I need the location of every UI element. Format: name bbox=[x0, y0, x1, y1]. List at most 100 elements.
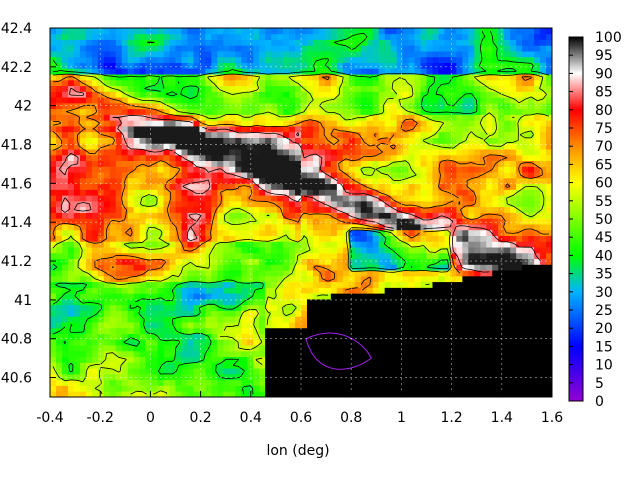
heatmap-cell bbox=[97, 108, 105, 115]
heatmap-cell bbox=[139, 160, 147, 167]
heatmap-cell bbox=[109, 172, 117, 179]
heatmap-cell bbox=[438, 247, 445, 254]
heatmap-cell bbox=[259, 322, 266, 329]
heatmap-cell bbox=[109, 183, 117, 190]
heatmap-cell bbox=[139, 368, 147, 375]
heatmap-cell bbox=[450, 224, 457, 231]
heatmap-cell bbox=[181, 108, 188, 115]
heatmap-cell bbox=[175, 356, 182, 363]
heatmap-cell bbox=[271, 224, 278, 231]
heatmap-cell bbox=[151, 258, 158, 265]
heatmap-cell bbox=[121, 131, 129, 138]
heatmap-cell bbox=[295, 166, 302, 173]
heatmap-cell bbox=[259, 281, 266, 288]
heatmap-cell bbox=[133, 218, 141, 225]
heatmap-cell bbox=[247, 322, 254, 329]
heatmap-cell bbox=[241, 247, 248, 254]
heatmap-cell bbox=[378, 356, 386, 363]
heatmap-cell bbox=[522, 131, 529, 138]
heatmap-cell bbox=[67, 350, 75, 358]
heatmap-cell bbox=[546, 154, 552, 162]
heatmap-cell bbox=[265, 224, 272, 231]
heatmap-cell bbox=[468, 327, 475, 334]
heatmap-cell bbox=[229, 160, 236, 167]
heatmap-cell bbox=[324, 62, 332, 69]
heatmap-cell bbox=[187, 270, 194, 277]
heatmap-cell bbox=[372, 183, 380, 190]
heatmap-cell bbox=[61, 229, 69, 236]
heatmap-cell bbox=[73, 229, 81, 236]
heatmap-cell bbox=[301, 200, 308, 208]
heatmap-cell bbox=[522, 189, 529, 196]
heatmap-cell bbox=[229, 97, 236, 104]
heatmap-cell bbox=[247, 258, 254, 265]
heatmap-cell bbox=[312, 316, 320, 323]
heatmap-cell bbox=[540, 322, 547, 329]
heatmap-cell bbox=[540, 79, 547, 87]
heatmap-cell bbox=[229, 212, 236, 219]
heatmap-cell bbox=[259, 379, 266, 386]
heatmap-cell bbox=[444, 293, 451, 300]
heatmap-cell bbox=[97, 350, 105, 358]
heatmap-cell bbox=[67, 114, 75, 121]
heatmap-cell bbox=[109, 275, 117, 283]
heatmap-cell bbox=[193, 120, 200, 127]
heatmap-cell bbox=[540, 310, 547, 317]
heatmap-cell bbox=[330, 97, 338, 104]
heatmap-cell bbox=[426, 102, 433, 110]
heatmap-cell bbox=[306, 206, 314, 213]
heatmap-cell bbox=[205, 126, 212, 133]
heatmap-cell bbox=[97, 322, 105, 329]
heatmap-cell bbox=[283, 102, 290, 110]
heatmap-cell bbox=[151, 241, 158, 248]
heatmap-cell bbox=[61, 56, 69, 63]
heatmap-cell bbox=[301, 79, 308, 87]
heatmap-cell bbox=[528, 195, 535, 202]
heatmap-cell bbox=[432, 339, 439, 346]
heatmap-cell bbox=[492, 91, 499, 98]
heatmap-cell bbox=[420, 91, 427, 98]
heatmap-cell bbox=[85, 345, 93, 352]
heatmap-cell bbox=[342, 172, 350, 179]
heatmap-cell bbox=[295, 270, 302, 277]
heatmap-cell bbox=[241, 281, 248, 288]
heatmap-cell bbox=[354, 189, 362, 196]
heatmap-cell bbox=[283, 345, 290, 352]
heatmap-cell bbox=[456, 362, 463, 369]
heatmap-cell bbox=[492, 195, 499, 202]
heatmap-cell bbox=[61, 166, 69, 173]
heatmap-cell bbox=[444, 304, 451, 311]
heatmap-cell bbox=[97, 177, 105, 185]
heatmap-cell bbox=[151, 252, 158, 260]
heatmap-cell bbox=[133, 172, 141, 179]
heatmap-cell bbox=[283, 131, 290, 138]
heatmap-cell bbox=[295, 160, 302, 167]
heatmap-cell bbox=[486, 114, 493, 121]
heatmap-cell bbox=[55, 287, 63, 294]
heatmap-cell bbox=[145, 241, 152, 248]
heatmap-cell bbox=[546, 241, 552, 248]
heatmap-cell bbox=[546, 235, 552, 242]
heatmap-cell bbox=[456, 224, 463, 231]
heatmap-cell bbox=[301, 316, 308, 323]
heatmap-cell bbox=[175, 200, 182, 208]
heatmap-cell bbox=[193, 189, 200, 196]
heatmap-cell bbox=[289, 385, 296, 392]
heatmap-cell bbox=[175, 298, 182, 306]
heatmap-cell bbox=[265, 120, 272, 127]
heatmap-cell bbox=[342, 160, 350, 167]
heatmap-cell bbox=[211, 368, 218, 375]
heatmap-cell bbox=[79, 97, 87, 104]
heatmap-cell bbox=[205, 120, 212, 127]
heatmap-cell bbox=[312, 172, 320, 179]
heatmap-cell bbox=[50, 79, 57, 87]
heatmap-cell bbox=[253, 189, 260, 196]
heatmap-cell bbox=[378, 114, 386, 121]
heatmap-cell bbox=[474, 68, 481, 75]
heatmap-cell bbox=[157, 333, 164, 340]
heatmap-cell bbox=[103, 154, 111, 162]
heatmap-cell bbox=[498, 62, 505, 69]
heatmap-cell bbox=[61, 356, 69, 363]
heatmap-cell bbox=[486, 74, 493, 81]
heatmap-cell bbox=[342, 333, 350, 340]
